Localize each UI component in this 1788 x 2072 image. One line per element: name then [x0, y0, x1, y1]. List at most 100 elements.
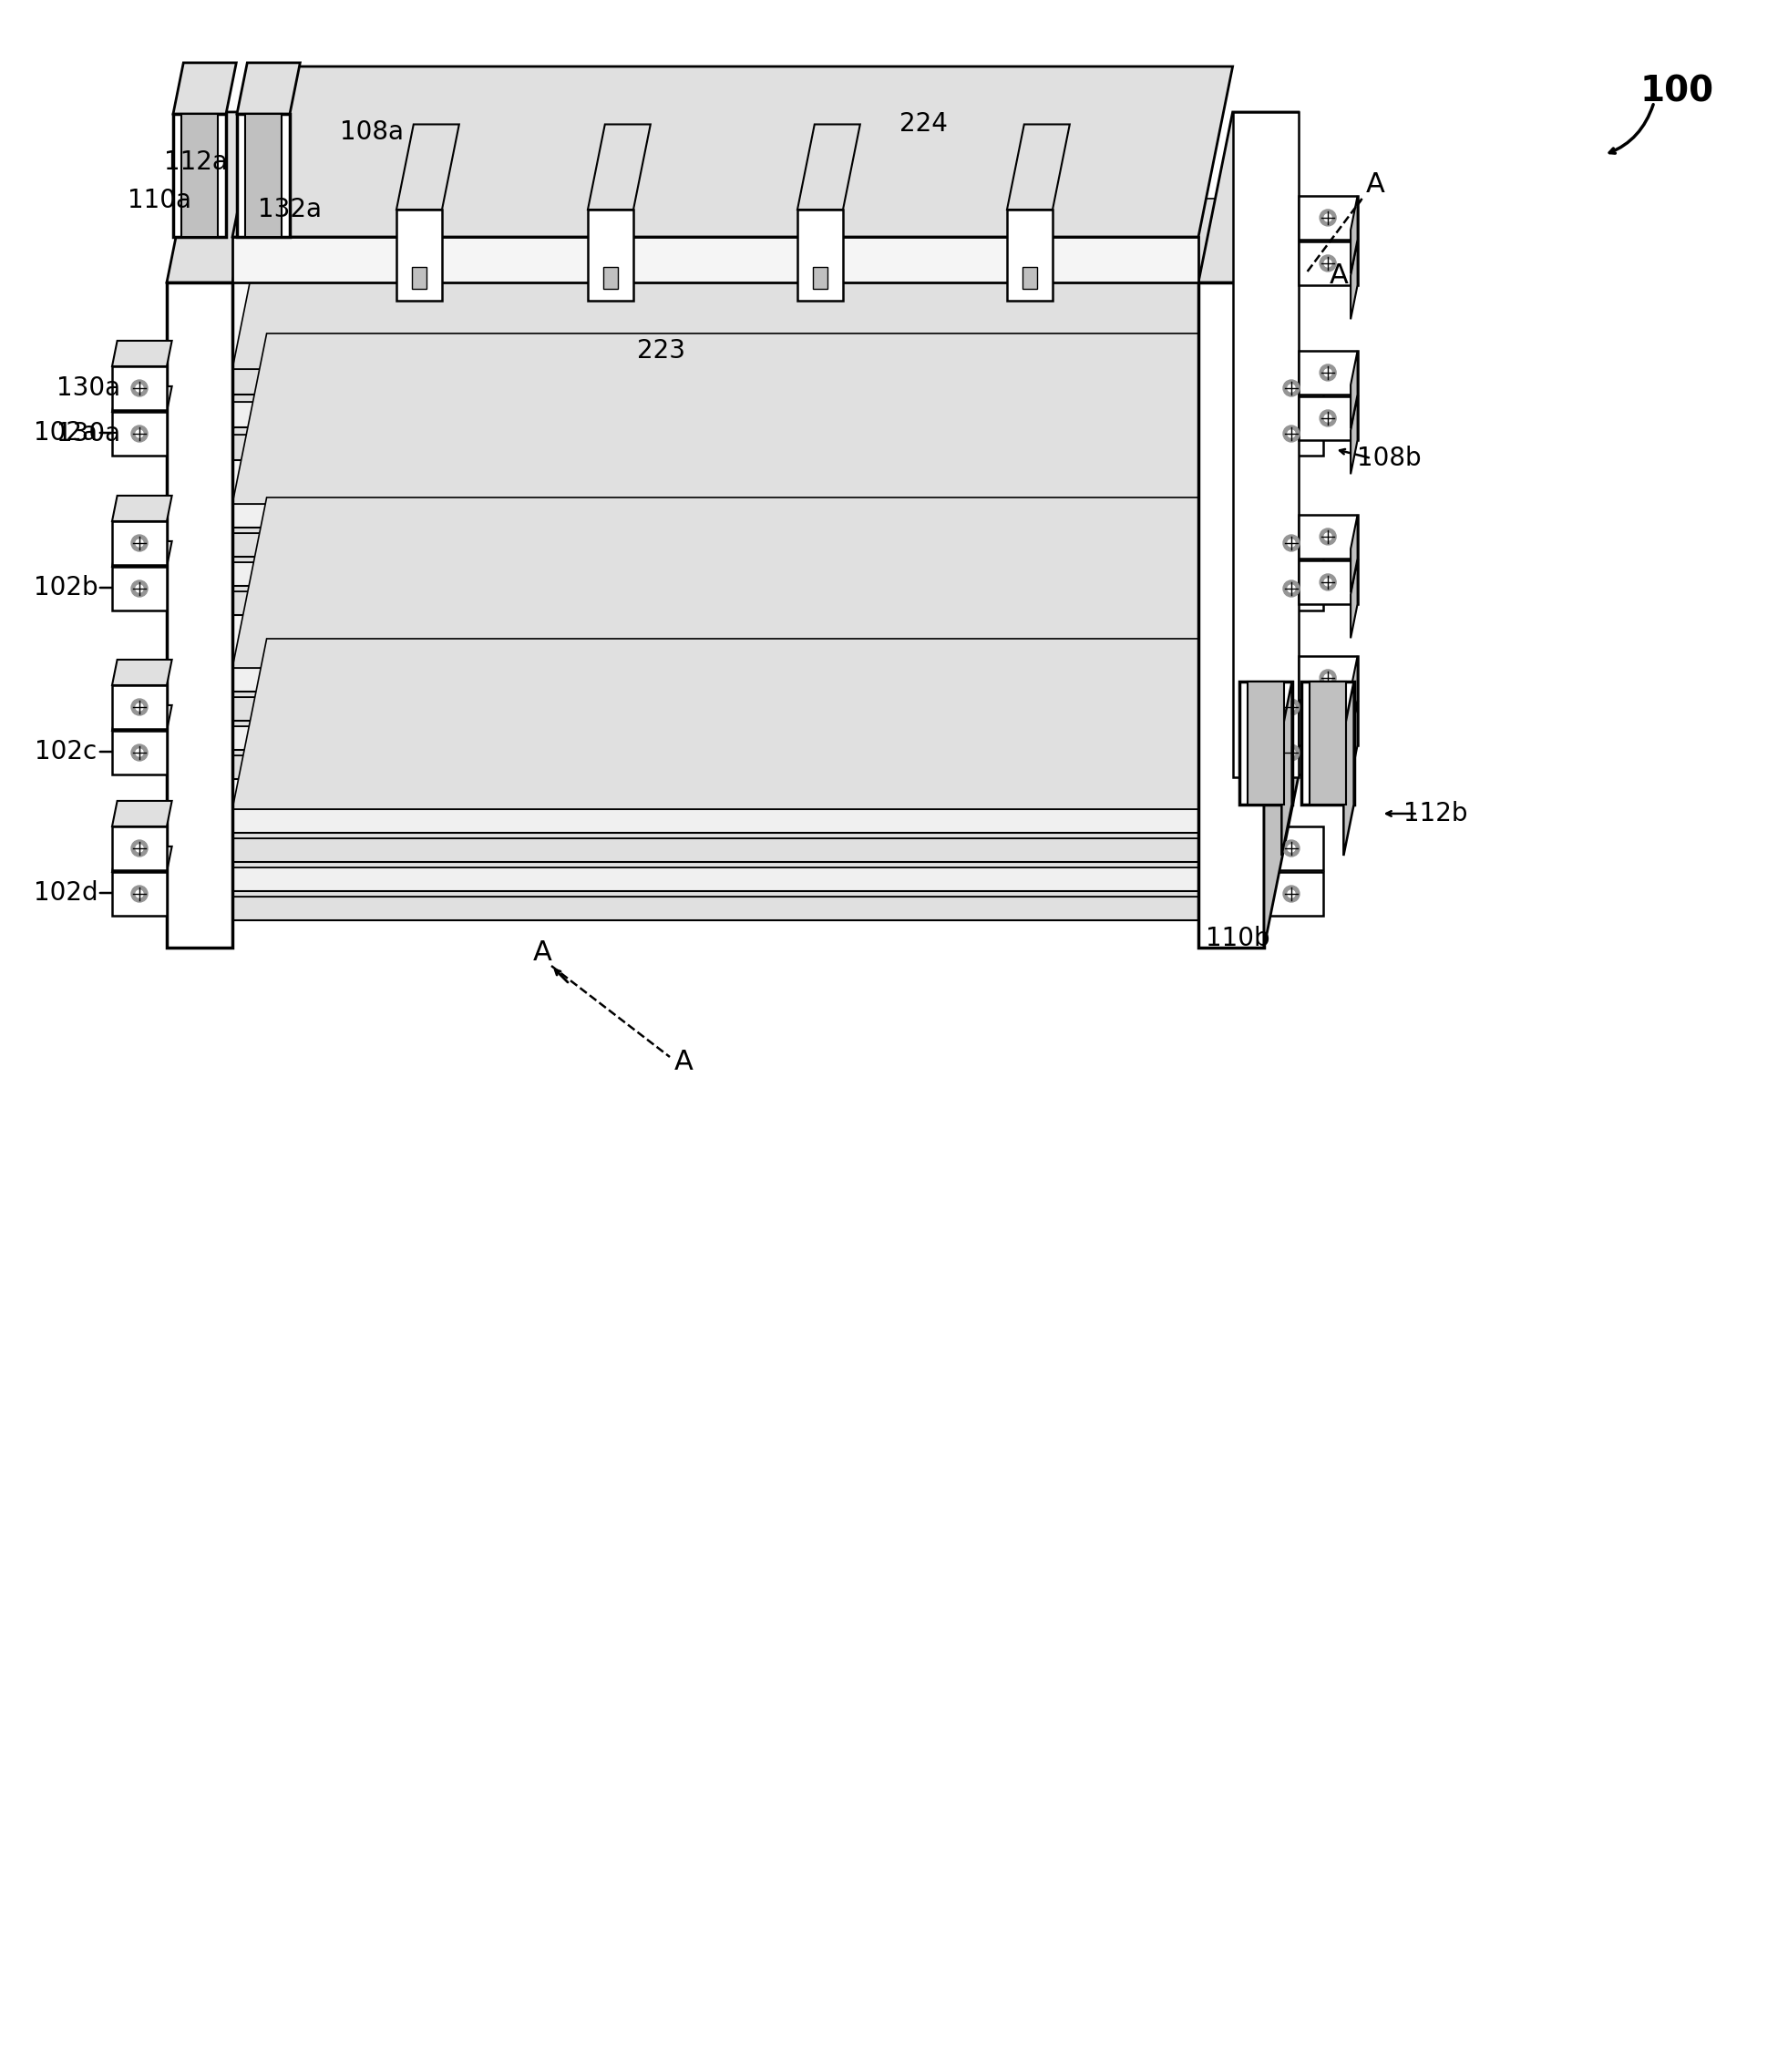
Polygon shape: [1350, 514, 1357, 593]
Polygon shape: [1309, 682, 1346, 804]
Circle shape: [1320, 669, 1336, 686]
Polygon shape: [232, 199, 1232, 369]
Bar: [814, 267, 828, 288]
Text: 112a: 112a: [164, 149, 227, 174]
Polygon shape: [1298, 702, 1357, 746]
Polygon shape: [1264, 568, 1323, 611]
Polygon shape: [113, 827, 166, 870]
Text: 224: 224: [899, 112, 948, 137]
Circle shape: [136, 891, 143, 897]
Polygon shape: [1264, 367, 1323, 410]
Circle shape: [1284, 425, 1300, 441]
Polygon shape: [113, 659, 172, 686]
Polygon shape: [173, 114, 225, 236]
Polygon shape: [1343, 682, 1354, 856]
Circle shape: [1287, 539, 1295, 547]
Bar: [411, 267, 427, 288]
Polygon shape: [1350, 350, 1357, 429]
Polygon shape: [1350, 657, 1357, 733]
Circle shape: [1320, 255, 1336, 271]
Polygon shape: [232, 232, 1232, 402]
Polygon shape: [1264, 827, 1323, 870]
Polygon shape: [1298, 514, 1357, 559]
Text: 110a: 110a: [127, 189, 191, 213]
Polygon shape: [113, 568, 166, 611]
Polygon shape: [1198, 696, 1232, 891]
Text: 108a: 108a: [340, 120, 404, 145]
Polygon shape: [232, 497, 1232, 667]
Polygon shape: [1298, 657, 1357, 700]
Polygon shape: [113, 495, 172, 522]
Polygon shape: [232, 402, 1198, 427]
Polygon shape: [232, 696, 1232, 868]
Circle shape: [1284, 379, 1300, 396]
Polygon shape: [1198, 497, 1232, 692]
Polygon shape: [1198, 638, 1232, 833]
Polygon shape: [232, 562, 1198, 586]
Polygon shape: [1264, 412, 1323, 456]
Polygon shape: [1198, 199, 1232, 394]
Polygon shape: [232, 638, 1232, 810]
Polygon shape: [1198, 265, 1232, 460]
Circle shape: [136, 748, 143, 756]
Polygon shape: [1264, 686, 1323, 729]
Polygon shape: [232, 584, 1232, 756]
Polygon shape: [232, 667, 1198, 692]
Polygon shape: [232, 435, 1198, 460]
Polygon shape: [232, 421, 1232, 591]
Polygon shape: [166, 282, 232, 947]
Polygon shape: [166, 112, 266, 282]
Text: 112b: 112b: [1404, 802, 1468, 827]
Bar: [1023, 267, 1037, 288]
Text: 110b: 110b: [1205, 926, 1269, 951]
Text: 102a: 102a: [34, 421, 98, 445]
Polygon shape: [113, 802, 172, 827]
Polygon shape: [232, 868, 1198, 891]
Polygon shape: [1198, 112, 1298, 282]
Polygon shape: [397, 124, 460, 209]
Polygon shape: [588, 209, 633, 300]
Text: A: A: [533, 939, 552, 966]
Circle shape: [1325, 578, 1332, 586]
Polygon shape: [1298, 197, 1357, 240]
Polygon shape: [1198, 667, 1232, 862]
Polygon shape: [113, 412, 166, 456]
Polygon shape: [232, 667, 1232, 839]
Polygon shape: [232, 533, 1198, 557]
Polygon shape: [1302, 682, 1354, 804]
Circle shape: [131, 535, 148, 551]
Polygon shape: [1198, 725, 1232, 920]
Polygon shape: [1350, 702, 1357, 779]
Text: 102c: 102c: [34, 740, 97, 765]
Circle shape: [1287, 748, 1295, 756]
Text: A: A: [1366, 172, 1386, 199]
Circle shape: [1287, 845, 1295, 852]
Polygon shape: [1264, 872, 1323, 916]
Circle shape: [1325, 259, 1332, 267]
Polygon shape: [797, 124, 860, 209]
Polygon shape: [113, 704, 172, 731]
Polygon shape: [238, 114, 290, 236]
Circle shape: [1325, 369, 1332, 377]
Text: 102d: 102d: [34, 881, 98, 905]
Text: 223: 223: [637, 338, 685, 363]
Polygon shape: [1198, 232, 1232, 427]
Polygon shape: [1350, 396, 1357, 474]
Circle shape: [136, 431, 143, 437]
Polygon shape: [113, 541, 172, 568]
Circle shape: [1320, 715, 1336, 731]
Polygon shape: [232, 756, 1198, 779]
Polygon shape: [1007, 209, 1053, 300]
Circle shape: [131, 744, 148, 760]
Polygon shape: [1198, 526, 1232, 721]
Polygon shape: [232, 526, 1232, 696]
Polygon shape: [113, 340, 172, 367]
Polygon shape: [797, 209, 842, 300]
Polygon shape: [200, 112, 266, 777]
Circle shape: [136, 385, 143, 392]
Polygon shape: [1198, 334, 1232, 528]
Circle shape: [1284, 535, 1300, 551]
Polygon shape: [1264, 522, 1323, 566]
Polygon shape: [113, 872, 166, 916]
Polygon shape: [1198, 282, 1264, 947]
